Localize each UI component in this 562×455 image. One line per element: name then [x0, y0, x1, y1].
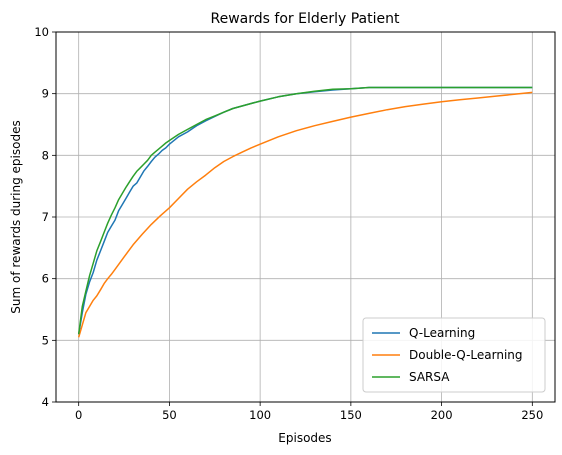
y-tick-label: 10	[34, 25, 49, 39]
y-tick-label: 7	[42, 210, 49, 224]
legend: Q-Learning Double-Q-Learning SARSA	[362, 317, 546, 393]
legend-box	[362, 317, 546, 393]
y-tick-label: 6	[42, 272, 49, 286]
legend-label: Q-Learning	[409, 326, 475, 340]
y-tick-label: 9	[42, 87, 49, 101]
legend-label: SARSA	[409, 370, 450, 384]
x-tick-label: 150	[340, 408, 362, 422]
y-tick-label: 5	[42, 333, 49, 347]
y-axis-label: Sum of rewards during episodes	[9, 120, 23, 313]
y-tick-label: 4	[42, 395, 49, 409]
series-line-q-learning	[77, 86, 533, 335]
legend-label: Double-Q-Learning	[409, 348, 523, 362]
x-tick-label: 200	[431, 408, 453, 422]
y-tick-label: 8	[42, 148, 49, 162]
series-lines	[77, 86, 533, 338]
chart-title: Rewards for Elderly Patient	[211, 11, 400, 27]
x-tick-label: 250	[521, 408, 543, 422]
x-tick-label: 0	[75, 408, 82, 422]
x-axis-label: Episodes	[278, 431, 331, 445]
series-line-double-q-learning	[77, 91, 533, 338]
x-tick-label: 100	[249, 408, 271, 422]
axis-ticks: 0 50 100 150 200 250 4 5 6 7 8 9 10	[34, 25, 543, 422]
x-tick-label: 50	[162, 408, 177, 422]
series-line-sarsa	[77, 86, 533, 335]
